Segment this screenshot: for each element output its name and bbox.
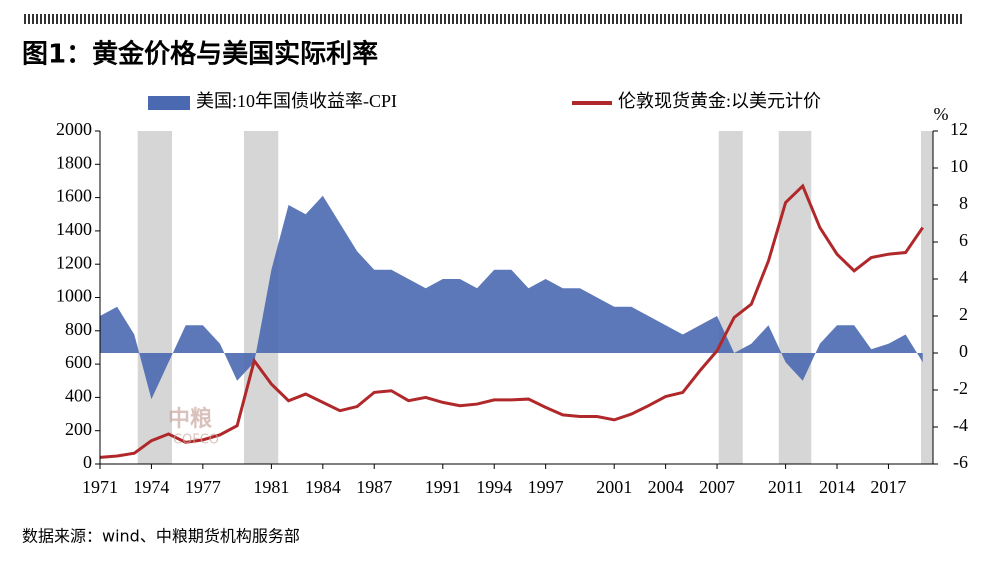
y2-tick-label: 8 <box>959 193 968 213</box>
y-tick-label: 1600 <box>56 186 92 206</box>
header-decoration <box>22 14 964 24</box>
legend-swatch <box>148 96 190 110</box>
x-tick-label: 1984 <box>305 477 341 497</box>
watermark: COFCO <box>173 433 219 448</box>
shaded-period <box>778 131 812 464</box>
x-tick-label: 1974 <box>133 477 169 497</box>
y2-tick-label: 12 <box>950 119 968 139</box>
shaded-period <box>137 131 172 464</box>
line <box>99 183 924 459</box>
x-tick-label: 2017 <box>870 477 906 497</box>
y2-tick-label: 0 <box>959 341 968 361</box>
shaded-period <box>921 131 933 464</box>
y2-tick-label: 6 <box>959 230 968 250</box>
x-tick-label: 2014 <box>819 477 855 497</box>
y-tick-label: 200 <box>65 419 92 439</box>
y-tick-label: 800 <box>65 319 92 339</box>
x-tick-label: 2011 <box>768 477 803 497</box>
x-tick-label: 1977 <box>185 477 221 497</box>
y-tick-label: 1400 <box>56 219 92 239</box>
y2-tick-label: 10 <box>950 156 968 176</box>
x-tick-label: 1971 <box>82 477 118 497</box>
y-tick-label: 1800 <box>56 152 92 172</box>
y2-label: % <box>934 104 949 124</box>
x-tick-label: 2001 <box>596 477 632 497</box>
x-tick-label: 2007 <box>699 477 735 497</box>
x-tick-label: 2004 <box>648 477 684 497</box>
y-tick-label: 1000 <box>56 286 92 306</box>
legend-label: 美国:10年国债收益率-CPI <box>196 91 397 111</box>
x-tick-label: 1991 <box>425 477 461 497</box>
y2-tick-label: 2 <box>959 304 968 324</box>
y-tick-label: 600 <box>65 352 92 372</box>
chart-title: 图1：黄金价格与美国实际利率 <box>22 39 378 70</box>
shaded-period <box>718 131 743 464</box>
y-tick-label: 400 <box>65 386 92 406</box>
legend-label: 伦敦现货黄金:以美元计价 <box>618 91 821 111</box>
y-tick-label: 2000 <box>56 119 92 139</box>
y2-tick-label: -2 <box>953 378 968 398</box>
x-tick-label: 1987 <box>356 477 392 497</box>
y2-tick-label: -6 <box>953 452 968 472</box>
y-tick-label: 1200 <box>56 252 92 272</box>
x-tick-label: 1994 <box>476 477 512 497</box>
y2-tick-label: 4 <box>959 267 968 287</box>
y2-tick-label: -4 <box>953 415 968 435</box>
source: 数据来源：wind、中粮期货机构服务部 <box>22 527 300 546</box>
x-tick-label: 1997 <box>528 477 564 497</box>
watermark: 中粮 <box>168 406 212 432</box>
x-tick-label: 1981 <box>253 477 289 497</box>
y-tick-label: 0 <box>83 452 92 472</box>
